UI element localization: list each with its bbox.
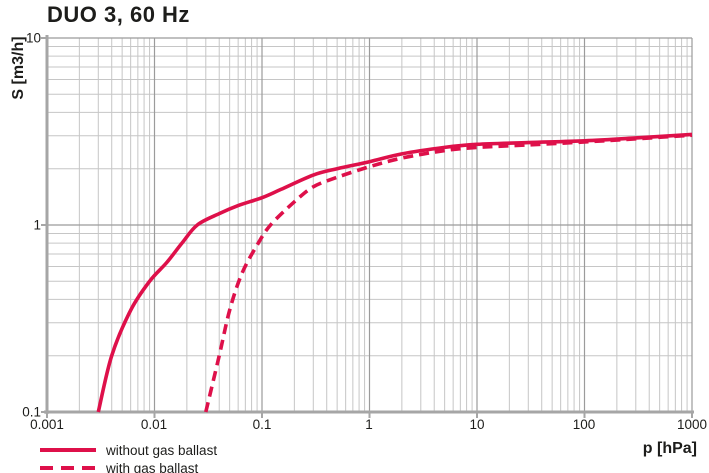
x-axis-title: p [hPa] [642,440,697,457]
x-tick-0p001: 0.001 [30,417,64,432]
solid-line-swatch-icon [40,448,96,452]
x-tick-1: 1 [365,417,373,432]
legend: without gas ballast with gas ballast [40,441,217,473]
legend-label: with gas ballast [106,460,199,473]
x-tick-10: 10 [469,417,485,432]
legend-label: without gas ballast [106,442,218,458]
y-tick-10: 10 [25,30,41,46]
curve-with-gas-ballast [204,133,693,413]
curve-without-gas-ballast [96,132,693,413]
x-tick-1000: 1000 [676,417,708,432]
x-tick-100: 100 [572,417,596,432]
chart-title: DUO 3, 60 Hz [47,2,190,27]
x-tick-0p01: 0.01 [140,417,168,432]
legend-item-with-gas-ballast: with gas ballast [40,459,217,473]
dashed-line-swatch-icon [40,466,96,470]
x-tick-0p1: 0.1 [252,417,272,432]
y-tick-0p1: 0.1 [22,404,41,420]
y-axis-title: S [m3/h] [10,36,27,100]
legend-item-without-gas-ballast: without gas ballast [40,441,217,459]
y-tick-1: 1 [33,217,41,233]
